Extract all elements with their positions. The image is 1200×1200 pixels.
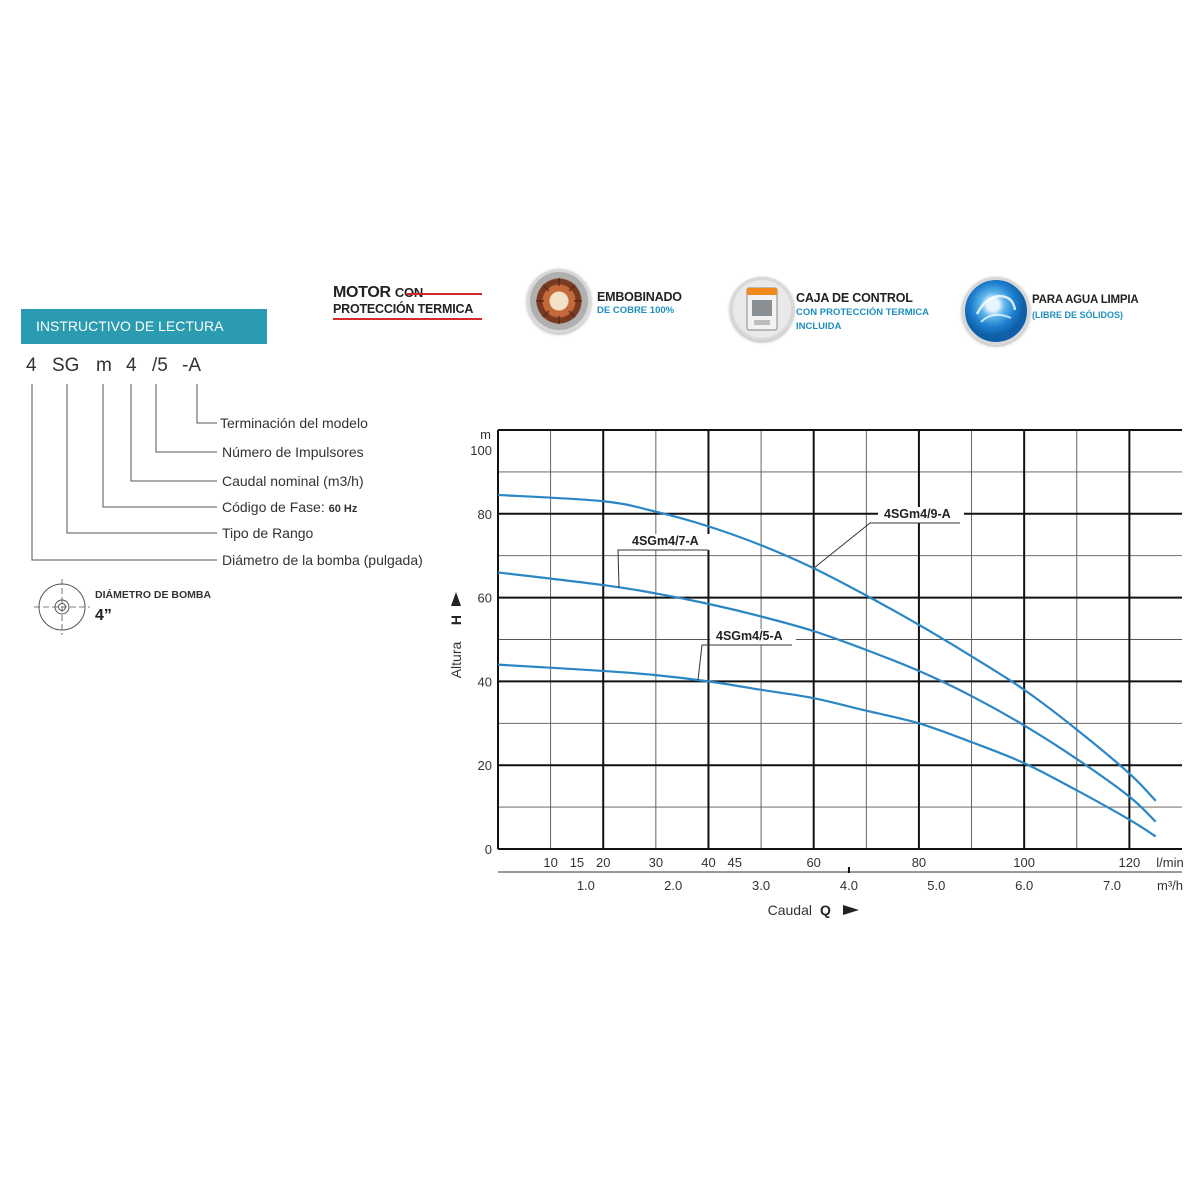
curve-label-bg [626,534,712,550]
connector-phase [102,384,217,508]
x-unit-m3h: m³/h [1157,878,1183,893]
y-tick-label: 80 [478,507,492,522]
connector-diameter [31,384,217,561]
instructions-header: INSTRUCTIVO DE LECTURA [21,309,267,344]
code-part-impellers: /5 [152,355,168,376]
curve-label: 4SGm4/7-A [632,534,699,548]
curve-labels: 4SGm4/9-A 4SGm4/7-A 4SGm4/5-A [617,507,964,681]
x-tick-label-m3h: 4.0 [840,878,858,893]
curve-4sgm4-7-a [497,571,1157,823]
control-box-subtitle-2: INCLUIDA [796,321,842,332]
motor-word: MOTOR [333,284,391,301]
diameter-title: DIÁMETRO DE BOMBA [95,589,212,601]
y-tick-label: 40 [478,674,492,689]
x-tick-label-lmin: 30 [649,855,663,870]
desc-phase-label: Código de Fase: [222,499,325,515]
winding-subtitle: DE COBRE 100% [597,305,675,316]
code-part-phase: m [96,355,112,376]
code-part-diameter: 4 [26,355,37,376]
y-axis-symbol: H [448,615,464,625]
x-tick-label-lmin: 45 [728,855,742,870]
curve-label-leader [697,644,792,681]
y-axis-title: Altura [448,642,464,679]
motor-red-line-top [407,293,482,295]
copper-winding-icon-detail [536,278,582,324]
connector-range [66,384,217,534]
code-connector-lines [31,384,217,561]
desc-flow: Caudal nominal (m3/h) [222,473,364,489]
copper-winding-icon [527,269,591,333]
y-tick-label: 100 [470,443,492,458]
motor-red-line-bottom [333,318,482,320]
pump-diameter-icon [34,579,90,635]
y-unit-label: m [480,427,491,442]
x-tick-label-lmin: 80 [912,855,926,870]
diameter-value: 4” [95,607,112,624]
x-unit-lmin: l/min [1156,855,1183,870]
x-tick-label-lmin: 40 [701,855,715,870]
x-tick-label-lmin: 120 [1119,855,1141,870]
winding-title: EMBOBINADO [597,290,682,304]
code-part-range: SG [52,355,80,376]
water-splash-icon [975,294,1017,323]
y-tick-label: 60 [478,591,492,606]
desc-range: Tipo de Rango [222,525,314,541]
x-tick-label-lmin: 10 [543,855,557,870]
y-axis-arrow-icon [451,592,461,606]
x-tick-label-lmin: 100 [1013,855,1035,870]
curve-4sgm4-5-a [497,663,1157,838]
code-part-flow: 4 [126,355,137,376]
control-box-subtitle-1: CON PROTECCIÓN TERMICA [796,307,929,318]
connector-flow [130,384,217,482]
curve-4sgm4-9-a [497,493,1157,802]
grid-major [497,429,1182,873]
x-tick-label-m3h: 5.0 [927,878,945,893]
curve-label: 4SGm4/5-A [716,629,783,643]
curve-label-bg [710,629,796,645]
x-tick-label-m3h: 1.0 [577,878,595,893]
x-tick-label-m3h: 7.0 [1103,878,1121,893]
x-tick-label-m3h: 2.0 [664,878,682,893]
motor-subtitle: PROTECCIÓN TERMICA [333,302,474,316]
curve-label: 4SGm4/9-A [884,507,951,521]
desc-diameter: Diámetro de la bomba (pulgada) [222,552,423,568]
desc-termination: Terminación del modelo [220,415,368,431]
y-tick-label: 20 [478,758,492,773]
x-tick-label-m3h: 6.0 [1015,878,1033,893]
clean-water-icon [962,277,1030,345]
curve-label-leader [617,549,708,588]
code-part-termination: -A [182,355,201,376]
x-axis-symbol: Q [820,902,831,918]
curve-label-bg [878,507,964,523]
desc-impellers: Número de Impulsores [222,444,364,460]
motor-title: MOTOR CON [333,284,423,302]
desc-phase-hz: 60 Hz [328,503,358,515]
control-box-icon [730,277,794,341]
x-axis-title: Caudal [768,902,812,918]
motor-con-word: CON [395,285,423,300]
x-tick-label-lmin: 15 [570,855,584,870]
x-tick-label-lmin: 60 [806,855,820,870]
connector-termination [196,384,217,424]
clean-water-title: PARA AGUA LIMPIA [1032,294,1139,306]
pump-curves [497,493,1157,838]
curve-label-leader [813,522,960,569]
clean-water-subtitle: (LIBRE DE SÓLIDOS) [1032,310,1124,320]
x-axis-arrow-icon [843,905,859,915]
y-tick-label: 0 [485,842,492,857]
x-tick-label-lmin: 20 [596,855,610,870]
desc-phase: Código de Fase: 60 Hz [222,499,357,515]
x-tick-label-m3h: 3.0 [752,878,770,893]
control-box-icon-detail [746,287,778,331]
control-box-title: CAJA DE CONTROL [796,291,913,305]
connector-impellers [155,384,217,453]
